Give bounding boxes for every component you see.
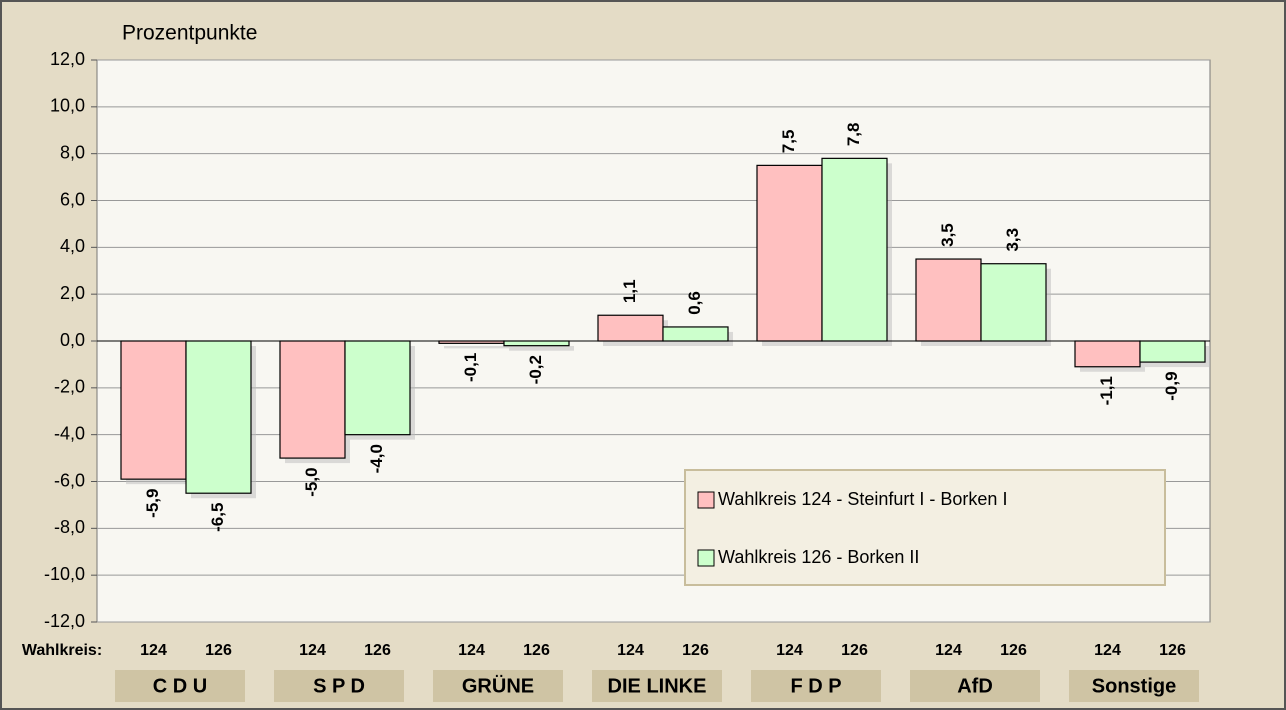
bar bbox=[821, 157, 888, 342]
district-number: 124 bbox=[776, 642, 803, 659]
x-tick-label: F D P bbox=[790, 675, 841, 697]
value-label: 0,6 bbox=[685, 291, 704, 315]
y-tick-label: 6,0 bbox=[60, 189, 85, 209]
y-tick-label: 2,0 bbox=[60, 283, 85, 303]
legend-swatch bbox=[697, 491, 715, 509]
value-label: 7,5 bbox=[779, 130, 798, 154]
x-tick-label: C D U bbox=[153, 675, 207, 697]
y-tick-label: -8,0 bbox=[54, 517, 85, 537]
category-box bbox=[433, 670, 563, 702]
district-number: 124 bbox=[935, 642, 962, 659]
bar bbox=[980, 263, 1047, 342]
x-tick-label: AfD bbox=[957, 675, 993, 697]
bar bbox=[503, 340, 570, 347]
bar bbox=[597, 314, 664, 342]
legend-box bbox=[684, 469, 1166, 586]
x-tick-label: Sonstige bbox=[1092, 675, 1176, 697]
bar bbox=[120, 340, 187, 480]
value-label: -1,1 bbox=[1097, 376, 1116, 405]
value-label: -5,0 bbox=[302, 467, 321, 496]
y-tick-label: -6,0 bbox=[54, 470, 85, 490]
bar bbox=[1139, 340, 1206, 363]
bar-shadow bbox=[444, 346, 509, 349]
y-tick-label: -12,0 bbox=[44, 611, 85, 631]
y-tick-label: -10,0 bbox=[44, 564, 85, 584]
bar bbox=[756, 164, 823, 342]
legend-label: Wahlkreis 124 - Steinfurt I - Borken I bbox=[718, 489, 1007, 509]
y-tick-label: 12,0 bbox=[50, 49, 85, 69]
district-number: 124 bbox=[140, 642, 167, 659]
value-label: 3,5 bbox=[938, 223, 957, 247]
district-number: 126 bbox=[1000, 642, 1027, 659]
y-tick-label: 0,0 bbox=[60, 330, 85, 350]
value-label: -0,2 bbox=[526, 355, 545, 384]
axis-label: Prozentpunkte bbox=[122, 22, 257, 45]
category-box bbox=[274, 670, 404, 702]
bar-shadow bbox=[509, 346, 574, 351]
value-label: -4,0 bbox=[367, 444, 386, 473]
bar bbox=[1074, 340, 1141, 368]
y-tick-label: 4,0 bbox=[60, 236, 85, 256]
y-tick-label: 8,0 bbox=[60, 142, 85, 162]
bar bbox=[662, 326, 729, 342]
value-label: -0,9 bbox=[1162, 371, 1181, 400]
x-tick-label: GRÜNE bbox=[462, 674, 534, 697]
district-label: Wahlkreis: bbox=[22, 642, 102, 659]
y-tick-label: -4,0 bbox=[54, 423, 85, 443]
value-label: -6,5 bbox=[208, 503, 227, 532]
district-number: 126 bbox=[682, 642, 709, 659]
bar bbox=[915, 258, 982, 342]
district-number: 124 bbox=[1094, 642, 1121, 659]
district-number: 126 bbox=[841, 642, 868, 659]
legend-label: Wahlkreis 126 - Borken II bbox=[718, 547, 919, 567]
category-box bbox=[751, 670, 881, 702]
district-number: 124 bbox=[617, 642, 644, 659]
y-tick-label: -2,0 bbox=[54, 377, 85, 397]
y-tick-label: 10,0 bbox=[50, 96, 85, 116]
value-label: 1,1 bbox=[620, 279, 639, 303]
district-number: 126 bbox=[205, 642, 232, 659]
district-number: 126 bbox=[1159, 642, 1186, 659]
category-box bbox=[592, 670, 722, 702]
bar bbox=[344, 340, 411, 436]
bar bbox=[279, 340, 346, 459]
district-number: 126 bbox=[364, 642, 391, 659]
value-label: -0,1 bbox=[461, 353, 480, 382]
value-label: 7,8 bbox=[844, 123, 863, 147]
category-box bbox=[115, 670, 245, 702]
category-box bbox=[1069, 670, 1199, 702]
district-number: 124 bbox=[458, 642, 485, 659]
district-number: 126 bbox=[523, 642, 550, 659]
x-tick-label: DIE LINKE bbox=[608, 675, 707, 697]
x-tick-label: S P D bbox=[313, 675, 365, 697]
district-number: 124 bbox=[299, 642, 326, 659]
category-box bbox=[910, 670, 1040, 702]
bar bbox=[185, 340, 252, 494]
value-label: -5,9 bbox=[143, 489, 162, 518]
value-label: 3,3 bbox=[1003, 228, 1022, 252]
legend-swatch bbox=[697, 549, 715, 567]
